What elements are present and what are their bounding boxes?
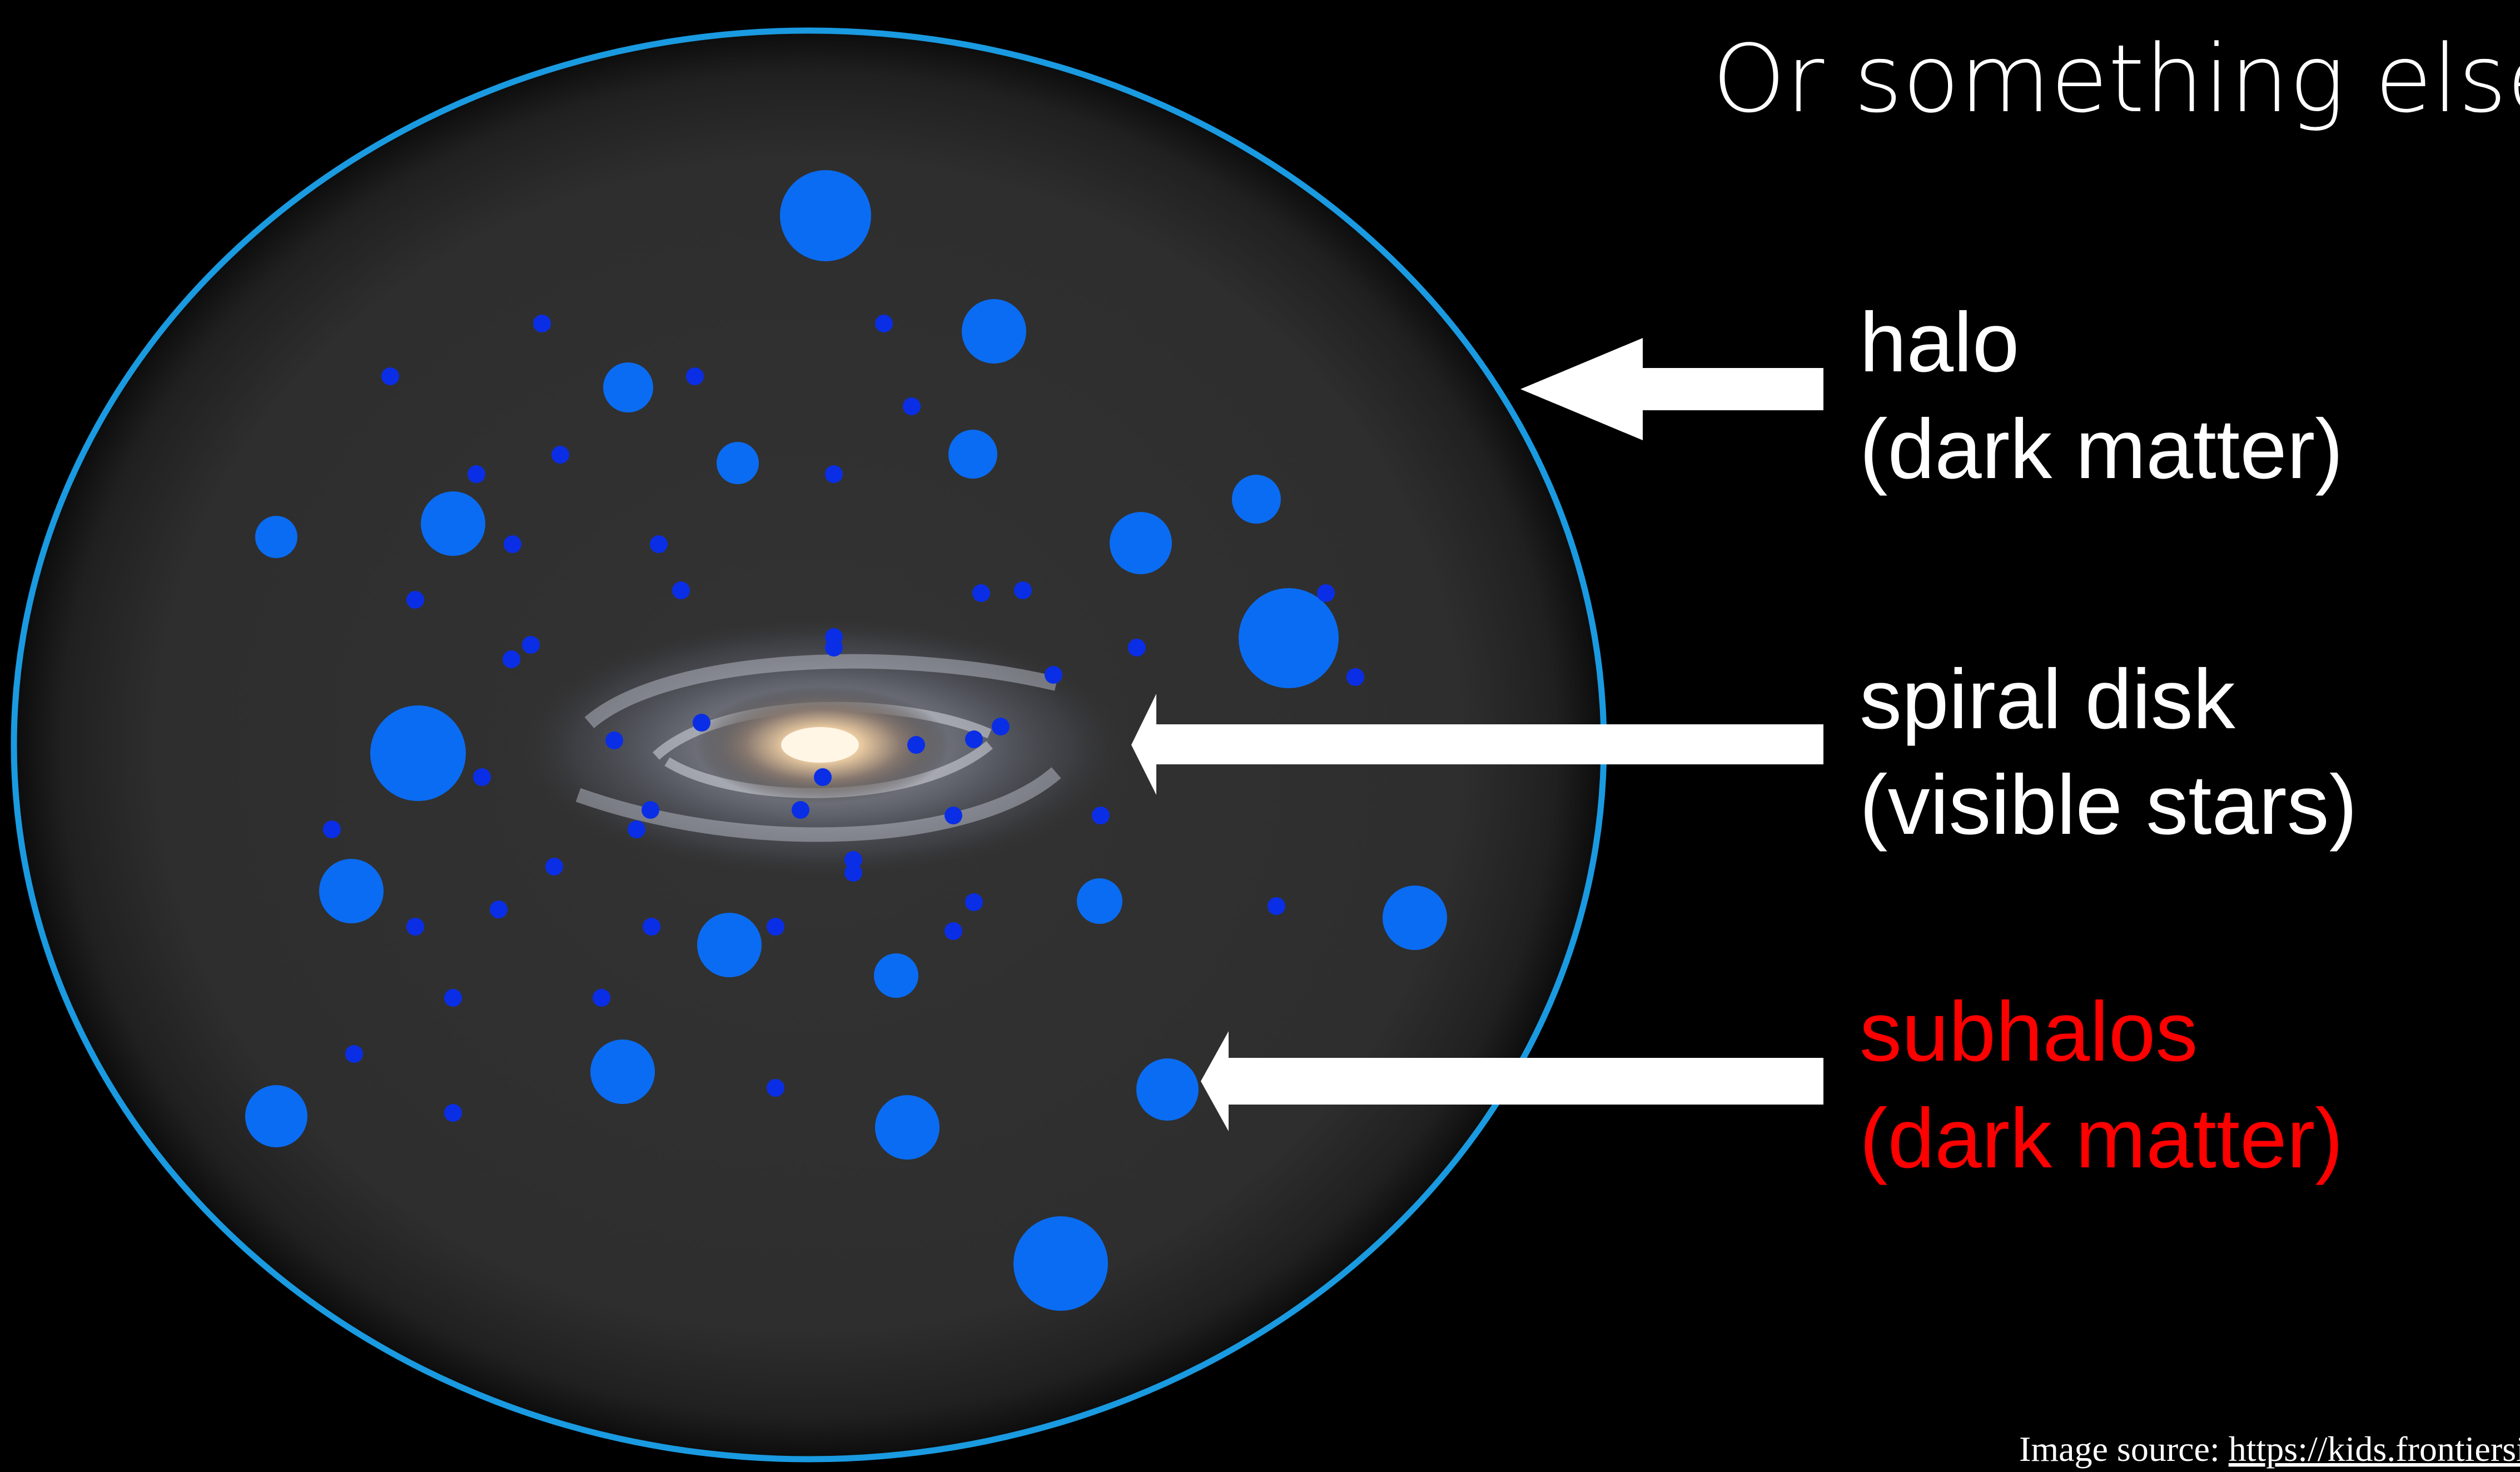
small-subhalo-6 xyxy=(468,465,485,483)
small-subhalo-17 xyxy=(503,650,520,668)
small-subhalo-15 xyxy=(1317,584,1335,602)
small-subhalo-24 xyxy=(605,732,623,749)
small-subhalo-10 xyxy=(650,535,668,553)
small-subhalo-35 xyxy=(945,807,962,824)
small-subhalo-14 xyxy=(1014,581,1032,599)
small-subhalo-46 xyxy=(1268,897,1285,915)
subhalo-6 xyxy=(421,491,485,556)
small-subhalos-group xyxy=(323,315,1364,1122)
halo-label-line2: (dark matter) xyxy=(1860,402,2343,496)
small-subhalo-48 xyxy=(593,989,610,1007)
subhalo-20 xyxy=(875,1095,940,1160)
small-subhalo-41 xyxy=(406,918,424,936)
subhalo-15 xyxy=(1077,878,1122,924)
subhalo-9 xyxy=(1232,475,1281,524)
small-subhalo-36 xyxy=(1092,807,1110,824)
small-subhalo-11 xyxy=(406,591,424,609)
subhalo-17 xyxy=(590,1040,655,1104)
spiral-disk-label-line2: (visible stars) xyxy=(1860,758,2357,852)
slide-title: Or something else? xyxy=(1712,24,2520,133)
small-subhalo-38 xyxy=(844,851,862,869)
small-subhalo-4 xyxy=(686,367,704,385)
small-subhalo-1 xyxy=(533,315,551,332)
small-subhalo-29 xyxy=(473,768,491,786)
small-subhalo-47 xyxy=(444,989,462,1007)
small-subhalo-19 xyxy=(825,639,843,657)
image-source-link[interactable]: https://kids.frontiersin.org/articles/10… xyxy=(2229,1429,2520,1469)
spiral-disk-label-line1: spiral disk xyxy=(1860,652,2236,747)
subhalos-label-line2: (dark matter) xyxy=(1860,1091,2343,1186)
subhalo-14 xyxy=(874,953,918,998)
image-source-prefix: Image source: xyxy=(2019,1429,2229,1469)
small-subhalo-51 xyxy=(444,1104,462,1122)
subhalo-8 xyxy=(1110,512,1172,574)
small-subhalo-26 xyxy=(907,736,925,754)
subhalos-label: subhalos (dark matter) xyxy=(1860,984,2343,1186)
subhalo-7 xyxy=(255,516,297,558)
small-subhalo-49 xyxy=(345,1045,363,1063)
small-subhalo-40 xyxy=(490,901,508,918)
small-subhalo-30 xyxy=(814,768,832,786)
small-subhalo-39 xyxy=(844,864,862,882)
subhalo-19 xyxy=(245,1085,307,1147)
subhalo-16 xyxy=(1383,886,1447,950)
subhalo-1 xyxy=(780,170,871,261)
subhalo-3 xyxy=(603,362,653,412)
small-subhalo-34 xyxy=(792,801,809,819)
small-subhalo-22 xyxy=(1346,668,1364,686)
small-subhalo-9 xyxy=(504,535,521,553)
subhalo-21 xyxy=(1013,1216,1108,1311)
halo-arrow-icon xyxy=(1520,338,1823,440)
subhalo-5 xyxy=(717,442,759,484)
small-subhalo-37 xyxy=(545,858,563,876)
subhalo-2 xyxy=(962,299,1026,364)
subhalo-12 xyxy=(319,859,384,923)
small-subhalo-8 xyxy=(825,465,843,483)
small-subhalo-2 xyxy=(875,315,893,332)
small-subhalo-3 xyxy=(381,367,399,385)
halo-label-line1: halo xyxy=(1860,295,2019,390)
small-subhalo-33 xyxy=(628,820,645,838)
small-subhalo-7 xyxy=(551,446,569,464)
subhalos-group xyxy=(245,170,1447,1311)
small-subhalo-5 xyxy=(903,397,921,415)
subhalo-13 xyxy=(697,913,762,977)
small-subhalo-32 xyxy=(642,801,659,819)
subhalo-11 xyxy=(370,705,466,801)
arrows-group xyxy=(1131,338,1823,1131)
small-subhalo-16 xyxy=(522,636,540,654)
small-subhalo-20 xyxy=(1128,639,1146,657)
subhalos-arrow-icon xyxy=(1201,1031,1823,1131)
small-subhalo-27 xyxy=(965,730,983,748)
small-subhalo-45 xyxy=(945,922,962,940)
subhalo-10 xyxy=(1239,588,1339,688)
subhalo-18 xyxy=(1136,1058,1199,1121)
small-subhalo-31 xyxy=(323,820,341,838)
small-subhalo-50 xyxy=(767,1079,784,1097)
small-subhalo-42 xyxy=(643,918,660,936)
subhalo-4 xyxy=(948,430,997,479)
spiral-galaxy xyxy=(511,614,1134,881)
small-subhalo-44 xyxy=(965,893,983,911)
subhalos-label-line1: subhalos xyxy=(1860,984,2198,1079)
small-subhalo-25 xyxy=(992,718,1010,735)
small-subhalo-13 xyxy=(972,584,990,602)
spiral-disk-arrow-icon xyxy=(1131,694,1823,795)
small-subhalo-12 xyxy=(672,581,690,599)
spiral-disk-label: spiral disk (visible stars) xyxy=(1860,652,2357,852)
small-subhalo-21 xyxy=(1045,666,1062,684)
small-subhalo-23 xyxy=(693,714,710,732)
halo-label: halo (dark matter) xyxy=(1860,295,2343,496)
image-source-caption: Image source: https://kids.frontiersin.o… xyxy=(2019,1429,2520,1469)
small-subhalo-43 xyxy=(767,918,784,936)
